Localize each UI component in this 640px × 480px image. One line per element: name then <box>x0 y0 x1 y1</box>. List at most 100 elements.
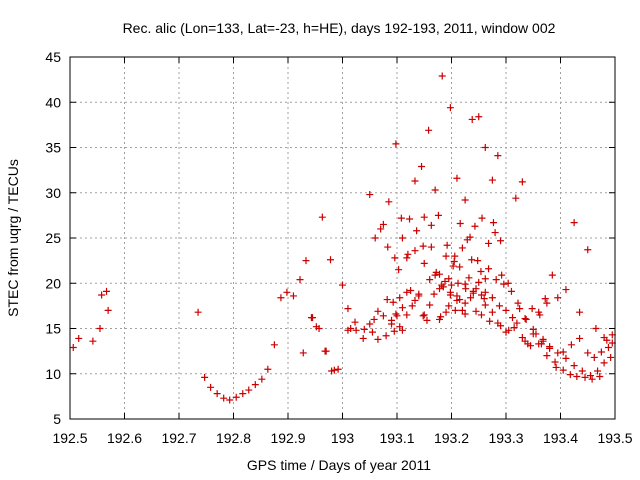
data-point <box>570 362 578 370</box>
data-point <box>590 353 598 361</box>
data-point <box>471 222 479 230</box>
data-point <box>392 140 400 148</box>
data-point <box>554 349 562 357</box>
data-point <box>500 280 508 288</box>
data-point <box>448 281 455 289</box>
data-point <box>251 381 259 389</box>
data-point <box>411 247 419 255</box>
data-point <box>481 275 489 283</box>
data-point <box>510 324 518 332</box>
data-point <box>446 104 454 112</box>
data-point <box>478 214 486 222</box>
data-point <box>330 366 338 374</box>
data-point <box>96 325 104 332</box>
plot-frame <box>69 56 616 420</box>
data-point <box>419 242 427 250</box>
x-tick-label: 193.2 <box>434 430 469 446</box>
data-point <box>407 286 415 294</box>
data-point <box>468 115 476 123</box>
data-point <box>220 394 228 402</box>
data-points <box>69 72 616 404</box>
data-point <box>477 311 485 319</box>
data-point <box>374 335 382 343</box>
data-point <box>312 323 320 331</box>
data-point <box>393 312 401 320</box>
data-point <box>89 337 97 345</box>
data-point <box>600 334 608 342</box>
y-tick-label: 10 <box>45 366 61 382</box>
data-point <box>425 126 433 134</box>
data-point <box>454 279 462 287</box>
data-point <box>456 263 464 271</box>
data-point <box>504 279 512 287</box>
data-point <box>360 325 368 333</box>
x-tick-label: 192.6 <box>107 430 142 446</box>
data-point <box>474 257 482 265</box>
data-point <box>475 113 483 121</box>
data-point <box>391 254 399 262</box>
data-point <box>318 213 326 221</box>
y-tick-label: 15 <box>45 321 61 337</box>
data-point <box>413 227 421 235</box>
data-point <box>226 396 234 404</box>
data-point <box>507 287 515 295</box>
data-point <box>69 344 77 352</box>
data-point <box>596 372 604 380</box>
data-point <box>396 294 404 302</box>
data-point <box>258 375 266 383</box>
data-point <box>597 348 605 356</box>
x-tick-label: 192.5 <box>52 430 87 446</box>
y-tick-label: 20 <box>45 275 61 291</box>
data-point <box>551 358 559 366</box>
data-point <box>442 308 450 316</box>
data-point <box>532 330 540 338</box>
data-point <box>451 306 459 314</box>
data-point <box>521 315 529 323</box>
data-point <box>264 365 272 373</box>
data-point <box>588 375 596 383</box>
data-point <box>430 290 438 298</box>
y-tick-label: 25 <box>45 230 61 246</box>
x-tick-labels: 192.5 192.6 192.7 192.8 192.9 193 193.1 193.2 19… <box>52 430 632 446</box>
x-tick-label: 192.9 <box>270 430 305 446</box>
data-point <box>270 341 278 349</box>
data-point <box>366 320 374 328</box>
data-point <box>600 359 608 367</box>
y-tick-label: 5 <box>53 411 61 427</box>
data-point <box>502 328 510 336</box>
data-point <box>351 318 359 326</box>
data-point <box>103 287 111 295</box>
data-point <box>492 276 500 284</box>
data-point <box>289 292 297 300</box>
data-point <box>458 306 466 314</box>
data-point <box>576 334 584 342</box>
x-axis-title: GPS time / Days of year 2011 <box>247 457 431 473</box>
data-point <box>213 390 221 398</box>
data-point <box>514 299 522 307</box>
data-point <box>395 266 403 274</box>
data-point <box>396 323 404 331</box>
data-point <box>403 311 411 319</box>
data-point <box>370 315 378 323</box>
data-point <box>411 296 419 304</box>
data-point <box>443 241 451 249</box>
data-point <box>472 285 480 293</box>
data-point <box>419 312 427 320</box>
data-point <box>299 349 307 357</box>
data-point <box>404 250 412 258</box>
x-tick-label: 193.3 <box>488 430 523 446</box>
data-point <box>456 220 464 228</box>
data-point <box>344 305 352 313</box>
data-point <box>573 372 581 380</box>
data-point <box>522 315 530 323</box>
data-point <box>524 340 532 348</box>
data-point <box>296 276 304 284</box>
data-point <box>554 294 562 302</box>
data-point <box>461 310 469 318</box>
data-point <box>607 353 615 361</box>
data-point <box>562 286 570 294</box>
data-point <box>398 326 406 334</box>
data-point <box>426 276 434 284</box>
data-point <box>441 277 449 285</box>
